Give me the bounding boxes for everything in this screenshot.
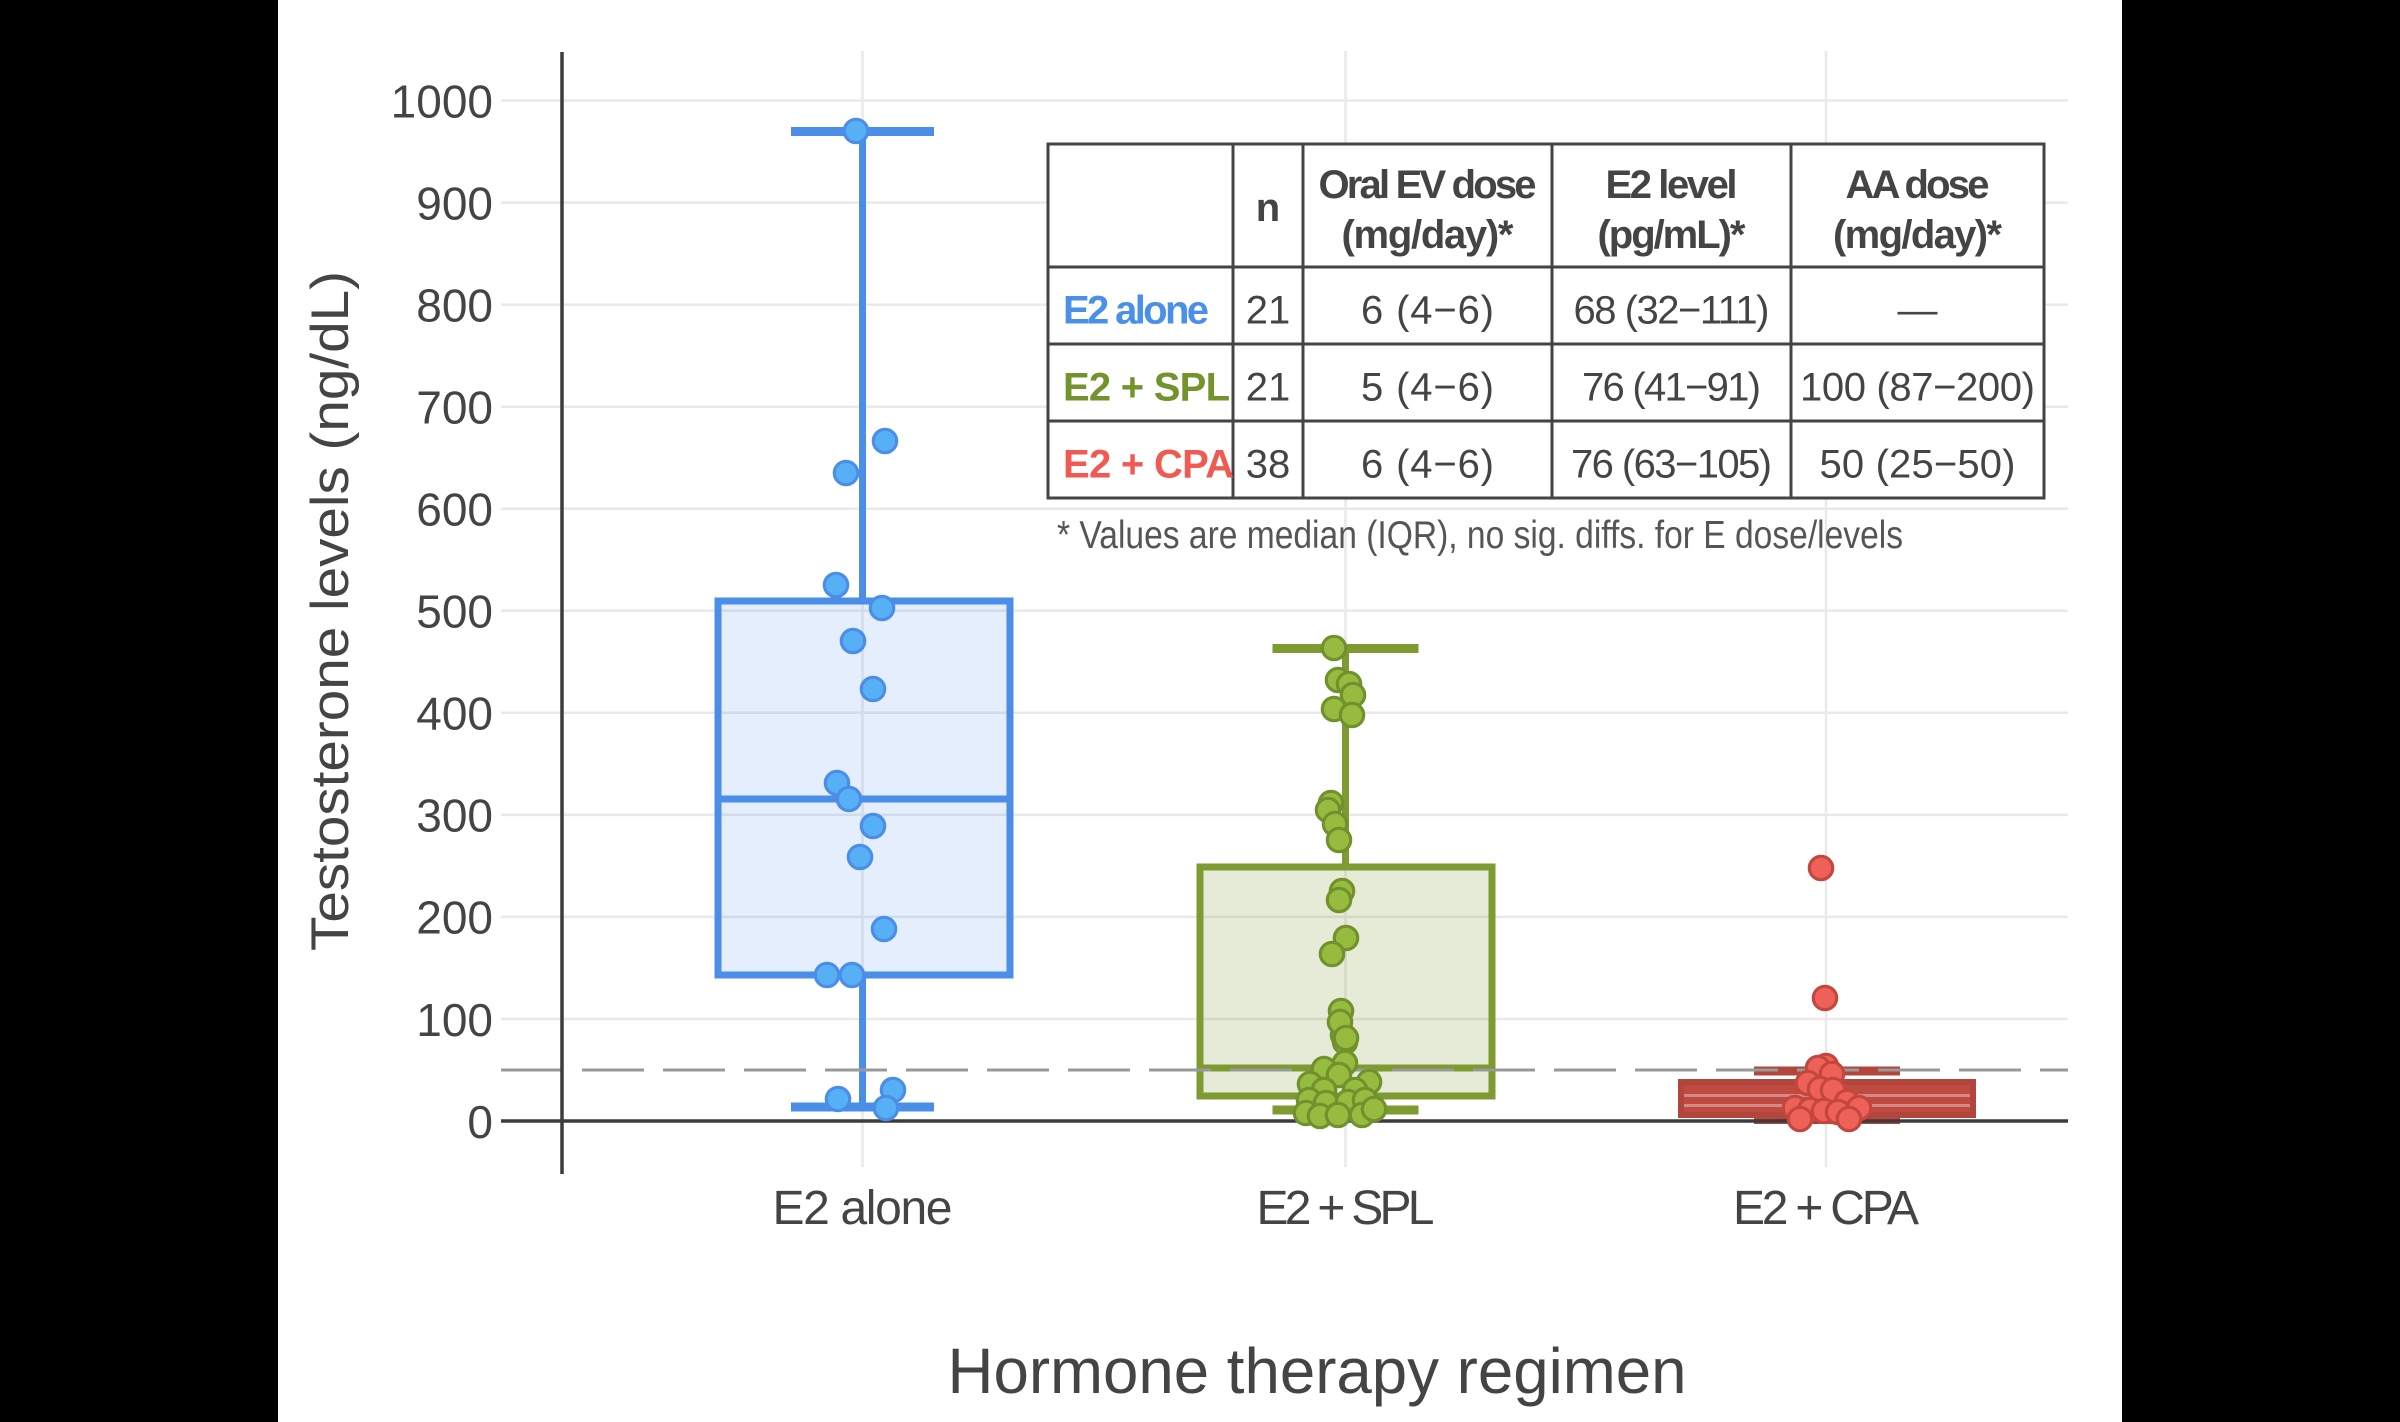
- svg-text:(mg/day)*: (mg/day)*: [1833, 213, 2002, 257]
- svg-text:Testosterone levels (ng/dL): Testosterone levels (ng/dL): [301, 271, 360, 951]
- svg-text:6 (4−6): 6 (4−6): [1361, 443, 1494, 487]
- svg-text:6 (4−6): 6 (4−6): [1361, 289, 1494, 333]
- svg-text:500: 500: [416, 586, 493, 638]
- svg-text:E2 alone: E2 alone: [773, 1182, 953, 1235]
- svg-text:E2 level: E2 level: [1606, 163, 1738, 207]
- svg-text:76 (41−91): 76 (41−91): [1582, 366, 1761, 410]
- svg-text:E2 + SPL: E2 + SPL: [1063, 366, 1230, 410]
- svg-text:(mg/day)*: (mg/day)*: [1342, 213, 1514, 257]
- svg-text:700: 700: [416, 382, 493, 434]
- svg-text:n: n: [1256, 186, 1280, 230]
- svg-text:200: 200: [416, 892, 493, 944]
- svg-text:E2 + CPA: E2 + CPA: [1733, 1182, 1919, 1235]
- svg-text:5 (4−6): 5 (4−6): [1361, 366, 1494, 410]
- svg-text:Hormone therapy regimen: Hormone therapy regimen: [948, 1335, 1687, 1407]
- svg-text:76 (63−105): 76 (63−105): [1571, 443, 1772, 487]
- svg-text:(pg/mL)*: (pg/mL)*: [1598, 213, 1746, 257]
- svg-text:100: 100: [416, 994, 493, 1046]
- svg-text:* Values are median (IQR), no: * Values are median (IQR), no sig. diffs…: [1057, 514, 1903, 557]
- svg-text:21: 21: [1246, 366, 1291, 410]
- svg-text:1000: 1000: [391, 75, 493, 127]
- svg-text:AA dose: AA dose: [1846, 163, 1990, 207]
- svg-text:E2 alone: E2 alone: [1063, 289, 1209, 333]
- svg-text:E2 + SPL: E2 + SPL: [1257, 1182, 1435, 1235]
- svg-text:38: 38: [1246, 443, 1291, 487]
- svg-text:400: 400: [416, 688, 493, 740]
- svg-text:800: 800: [416, 279, 493, 331]
- svg-text:50 (25−50): 50 (25−50): [1820, 443, 2016, 487]
- svg-text:—: —: [1898, 289, 1938, 333]
- svg-text:21: 21: [1246, 289, 1291, 333]
- svg-text:68 (32−111): 68 (32−111): [1574, 289, 1770, 333]
- svg-text:Oral EV dose: Oral EV dose: [1319, 163, 1537, 207]
- svg-text:300: 300: [416, 790, 493, 842]
- svg-text:600: 600: [416, 484, 493, 536]
- svg-text:0: 0: [467, 1096, 493, 1148]
- svg-text:900: 900: [416, 177, 493, 229]
- svg-text:100 (87−200): 100 (87−200): [1800, 366, 2035, 410]
- svg-text:E2 + CPA: E2 + CPA: [1063, 443, 1234, 487]
